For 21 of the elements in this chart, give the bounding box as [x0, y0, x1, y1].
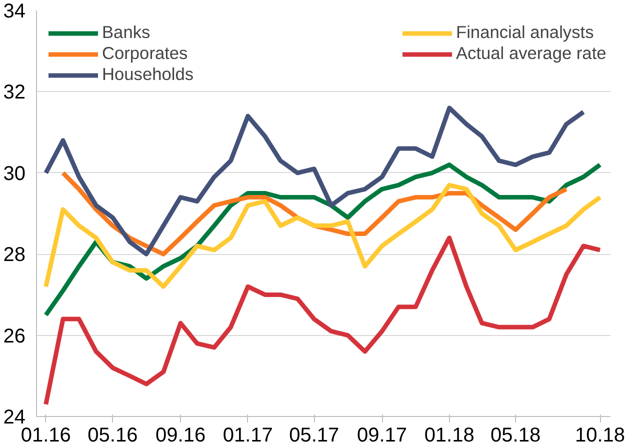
line-series [44, 236, 602, 407]
x-tick-label: 10.18 [574, 424, 626, 446]
x-tick-label: 09.16 [156, 424, 206, 446]
legend-label: Corporates [102, 43, 189, 64]
y-tick-label: 28 [3, 244, 26, 266]
x-tick-label: 01.17 [222, 424, 273, 446]
legend-label: Financial analysts [456, 22, 595, 43]
line-series [44, 182, 602, 289]
legend-label: Households [102, 64, 195, 85]
y-tick-label: 26 [3, 325, 26, 348]
x-tick-label: 05.16 [88, 424, 138, 446]
y-tick-label: 32 [3, 82, 26, 104]
x-tick-label: 05.18 [490, 424, 541, 446]
legend-label: Banks [102, 22, 152, 43]
line-series [44, 106, 586, 256]
legend-label: Actual average rate [456, 43, 608, 64]
y-tick-label: 34 [3, 0, 26, 22]
x-tick-label: 05.17 [289, 424, 340, 446]
y-tick-label: 30 [3, 162, 26, 185]
x-tick-label: 09.17 [356, 424, 408, 446]
x-tick-label: 01.18 [424, 424, 474, 446]
